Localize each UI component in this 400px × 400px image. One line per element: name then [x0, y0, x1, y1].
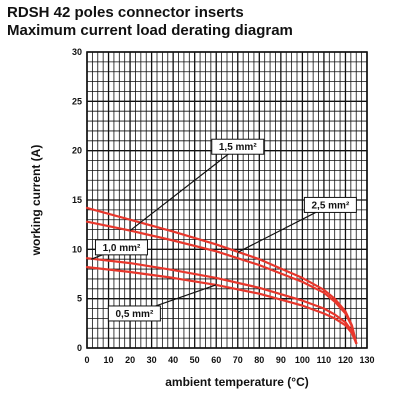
- annotation-label-box: [303, 196, 357, 213]
- x-tick-label: 90: [276, 355, 286, 365]
- y-axis-title: working current (A): [29, 145, 43, 257]
- x-tick-label: 60: [211, 355, 221, 365]
- annotation-label-text: 1,0 mm²: [103, 243, 141, 254]
- annotation-label-box: [211, 138, 265, 155]
- y-tick-label: 0: [77, 343, 82, 353]
- y-tick-label: 15: [72, 195, 82, 205]
- y-tick-label: 10: [72, 244, 82, 254]
- x-tick-label: 30: [147, 355, 157, 365]
- x-tick-label: 110: [317, 355, 332, 365]
- annotation-label-text: 0,5 mm²: [115, 309, 153, 320]
- chart-title: RDSH 42 poles connector inserts: [7, 4, 244, 21]
- x-tick-label: 20: [125, 355, 135, 365]
- x-tick-label: 10: [104, 355, 114, 365]
- series-line-2: [85, 220, 358, 345]
- annotations: 1,5 mm² 2,5 mm² 1,0 mm² 0,5 mm²: [91, 138, 357, 322]
- x-tick-label: 120: [338, 355, 353, 365]
- y-tick-label: 5: [77, 294, 82, 304]
- x-tick-label: 70: [233, 355, 243, 365]
- x-tick-label: 0: [84, 355, 89, 365]
- y-tick-label: 30: [72, 47, 82, 57]
- y-tick-label: 20: [72, 146, 82, 156]
- x-tick-label: 50: [190, 355, 200, 365]
- tick-labels: 0 10 20 30 40 50 60 70 80 90 100 110 120 130 0 5 10 15 20 2…: [72, 47, 375, 365]
- chart-subtitle: Maximum current load derating diagram: [7, 22, 293, 39]
- axes: [86, 51, 368, 349]
- x-axis-title: ambient temperature (°C): [165, 375, 309, 389]
- annotation-label-box: [107, 305, 161, 322]
- plot-frame: [86, 51, 368, 349]
- x-tick-label: 40: [168, 355, 178, 365]
- chart-title-block: RDSH 42 poles connector inserts Maximum …: [7, 4, 293, 40]
- annotation-label-box: [94, 239, 148, 256]
- series-line-4: [85, 266, 358, 345]
- series-lines: [85, 206, 358, 345]
- annotation-label-text: 2,5 mm²: [311, 200, 349, 211]
- series-line-3: [85, 257, 358, 345]
- x-tick-label: 100: [295, 355, 310, 365]
- grid: [86, 51, 368, 349]
- y-tick-label: 25: [72, 96, 82, 106]
- x-tick-label: 130: [359, 355, 374, 365]
- annotation-label-text: 1,5 mm²: [219, 142, 257, 153]
- annotation-leader-line: [129, 146, 239, 232]
- x-tick-label: 80: [254, 355, 264, 365]
